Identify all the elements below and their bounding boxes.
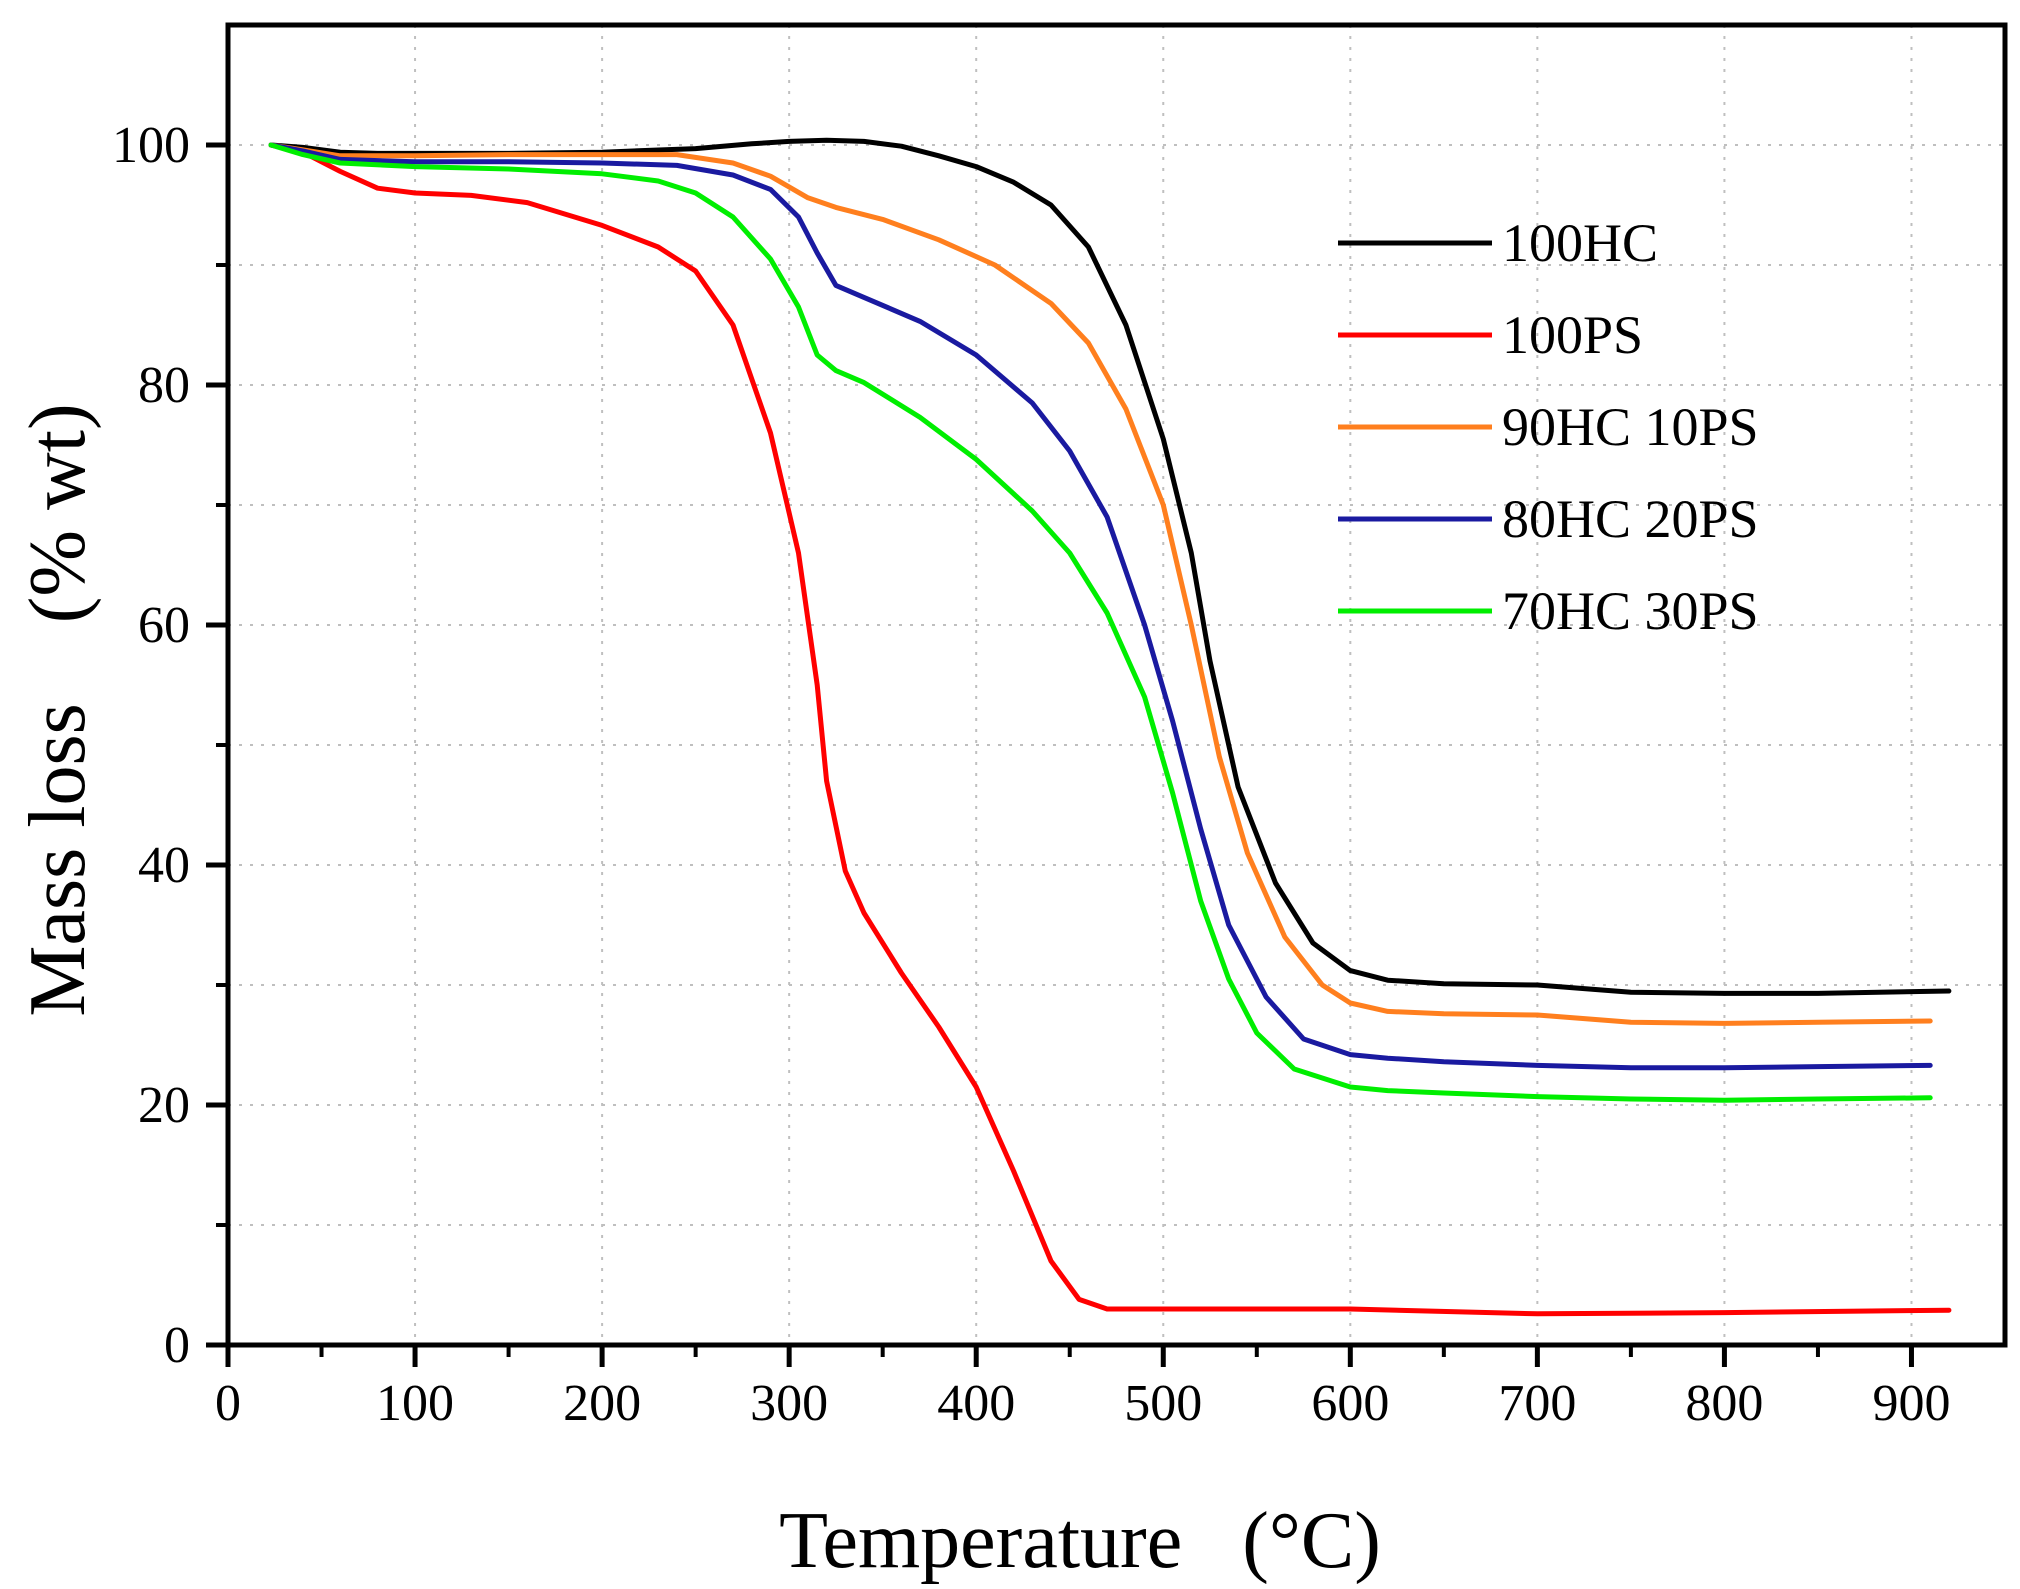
series-layer xyxy=(268,137,1952,1317)
legend-label: 90HC 10PS xyxy=(1502,397,1759,457)
x-tick-label: 200 xyxy=(563,1375,641,1432)
y-tick-label: 80 xyxy=(138,357,190,414)
y-axis-title: Mass loss (% wt) xyxy=(14,403,102,1016)
series-line-90hc-10ps xyxy=(268,142,1933,1026)
x-tick-label: 500 xyxy=(1124,1375,1202,1432)
x-tick-label: 800 xyxy=(1685,1375,1763,1432)
series-line-100ps xyxy=(268,142,1952,1317)
x-tick-label: 300 xyxy=(750,1375,828,1432)
x-tick-label: 0 xyxy=(215,1375,241,1432)
x-tick-label: 600 xyxy=(1311,1375,1389,1432)
x-tick-label: 100 xyxy=(376,1375,454,1432)
plot-frame xyxy=(225,22,2008,1348)
x-tick-label: 900 xyxy=(1872,1375,1950,1432)
legend-label: 70HC 30PS xyxy=(1502,581,1759,641)
x-tick-label: 700 xyxy=(1498,1375,1576,1432)
y-tick-label: 0 xyxy=(164,1317,190,1374)
y-tick-label: 40 xyxy=(138,837,190,894)
grid-layer xyxy=(228,24,2005,1345)
y-tick-label: 100 xyxy=(112,117,190,174)
y-tick-label: 20 xyxy=(138,1077,190,1134)
legend-label: 100HC xyxy=(1502,213,1658,273)
legend-label: 100PS xyxy=(1502,305,1643,365)
legend-label: 80HC 20PS xyxy=(1502,489,1759,549)
series-line-80hc-20ps xyxy=(268,142,1933,1071)
legend: 100HC 100PS 90HC 10PS 80HC 20PS 70HC 30PS xyxy=(1338,213,1759,641)
axes-layer: 0 100 200 300 400 500 600 700 800 900 0 20 40 60 80 100 xyxy=(112,22,2008,1432)
y-tick-label: 60 xyxy=(138,597,190,654)
x-tick-label: 400 xyxy=(937,1375,1015,1432)
series-line-70hc-30ps xyxy=(268,142,1933,1103)
x-axis-title: Temperature (°C) xyxy=(779,1497,1381,1584)
